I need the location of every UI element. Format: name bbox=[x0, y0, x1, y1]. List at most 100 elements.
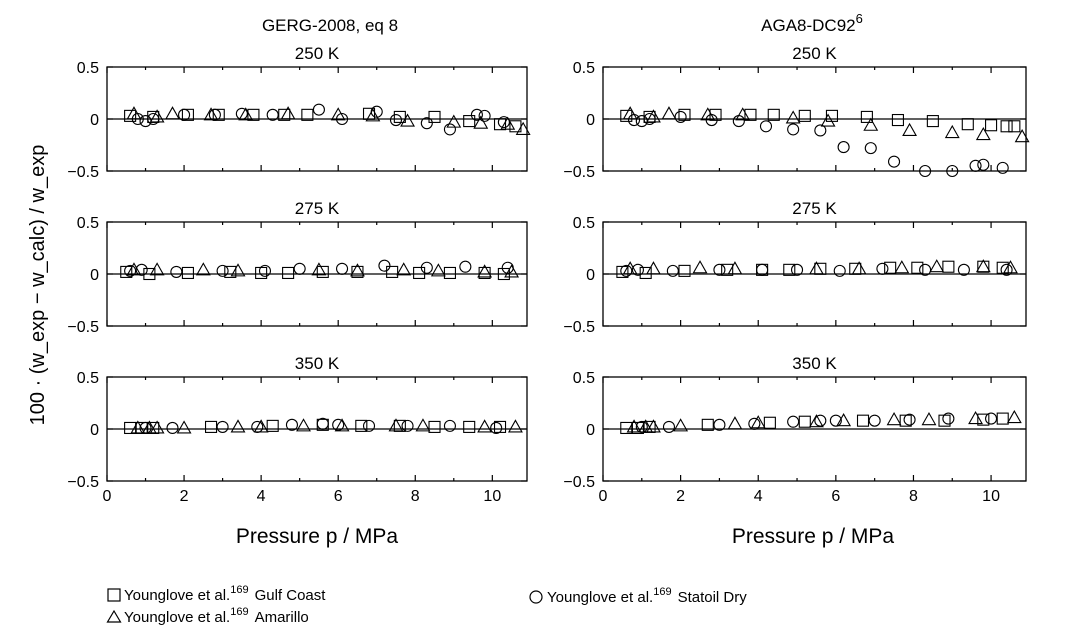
point-gulf-coast bbox=[616, 265, 629, 278]
point-statoil-dry bbox=[258, 264, 272, 277]
point-statoil-dry bbox=[985, 412, 998, 425]
point-gulf-coast bbox=[961, 118, 974, 131]
y-tick-label: 0 bbox=[586, 267, 595, 284]
x-tick-label: 8 bbox=[411, 488, 420, 505]
point-statoil-dry bbox=[335, 112, 349, 126]
point-statoil-dry bbox=[166, 421, 179, 435]
point-gulf-coast bbox=[996, 412, 1009, 425]
point-gulf-coast bbox=[181, 108, 194, 121]
point-gulf-coast bbox=[825, 109, 839, 122]
point-statoil-dry bbox=[790, 263, 804, 276]
point-gulf-coast bbox=[478, 266, 491, 280]
point-amarillo bbox=[296, 418, 311, 432]
point-gulf-coast bbox=[942, 260, 955, 273]
legend-triangle-icon bbox=[106, 609, 122, 623]
point-amarillo bbox=[646, 419, 661, 433]
panel-1: 250 K 0.5 0 −0.5 bbox=[563, 44, 1030, 181]
point-statoil-dry bbox=[876, 262, 889, 275]
point-statoil-dry bbox=[662, 420, 676, 433]
point-amarillo bbox=[311, 262, 327, 276]
y-tick-label: 0 bbox=[586, 112, 595, 129]
point-gulf-coast bbox=[497, 267, 510, 281]
x-axis-label-left: Pressure p / MPa bbox=[236, 525, 399, 548]
point-amarillo bbox=[727, 416, 743, 430]
point-statoil-dry bbox=[293, 262, 306, 275]
point-statoil-dry bbox=[490, 421, 503, 435]
legend-item-gulf-coast: Younglove et al.169 Gulf Coast bbox=[124, 584, 326, 604]
point-gulf-coast bbox=[721, 263, 734, 276]
point-gulf-coast bbox=[763, 416, 776, 429]
point-statoil-dry bbox=[362, 419, 376, 432]
point-statoil-dry bbox=[266, 108, 279, 121]
point-amarillo bbox=[622, 106, 638, 120]
point-statoil-dry bbox=[814, 414, 827, 427]
point-gulf-coast bbox=[620, 421, 633, 435]
point-amarillo bbox=[126, 262, 142, 276]
point-statoil-dry bbox=[635, 115, 648, 128]
point-statoil-dry bbox=[957, 263, 970, 276]
point-statoil-dry bbox=[139, 115, 152, 128]
point-gulf-coast bbox=[386, 265, 399, 278]
point-amarillo bbox=[350, 263, 365, 277]
point-amarillo bbox=[622, 261, 638, 275]
point-amarillo bbox=[515, 121, 531, 135]
point-statoil-dry bbox=[864, 142, 877, 155]
point-statoil-dry bbox=[946, 164, 959, 178]
panel-title: 350 K bbox=[295, 354, 340, 373]
point-amarillo bbox=[735, 107, 751, 121]
point-amarillo bbox=[176, 420, 192, 434]
x-tick-label: 10 bbox=[483, 488, 501, 505]
x-tick-label: 4 bbox=[257, 488, 266, 505]
point-statoil-dry bbox=[235, 107, 248, 120]
point-amarillo bbox=[921, 412, 937, 426]
y-tick-label: 0 bbox=[586, 422, 595, 439]
point-gulf-coast bbox=[783, 263, 796, 276]
y-tick-label: 0 bbox=[90, 112, 99, 129]
point-gulf-coast bbox=[143, 267, 156, 281]
x-tick-label: 4 bbox=[754, 488, 763, 505]
y-tick-label: 0.5 bbox=[77, 215, 99, 232]
y-tick-label: 0.5 bbox=[77, 60, 99, 77]
point-gulf-coast bbox=[355, 419, 368, 432]
point-statoil-dry bbox=[919, 263, 932, 276]
point-gulf-coast bbox=[124, 109, 137, 122]
y-tick-label: −0.5 bbox=[67, 474, 99, 491]
panel-title: 250 K bbox=[295, 44, 340, 63]
point-amarillo bbox=[334, 418, 350, 432]
y-axis-label: 100 · (w_exp − w_calc) / w_exp bbox=[27, 145, 49, 426]
point-gulf-coast bbox=[620, 109, 633, 122]
point-statoil-dry bbox=[124, 264, 137, 277]
legend-square-icon bbox=[107, 588, 121, 602]
point-gulf-coast bbox=[911, 261, 924, 274]
point-amarillo bbox=[149, 262, 165, 276]
point-statoil-dry bbox=[443, 419, 456, 432]
point-statoil-dry bbox=[814, 124, 827, 137]
x-tick-label: 0 bbox=[103, 488, 112, 505]
x-tick-label: 8 bbox=[909, 488, 918, 505]
point-gulf-coast bbox=[393, 110, 406, 123]
panel-title: 275 K bbox=[792, 199, 837, 218]
point-amarillo bbox=[700, 107, 716, 121]
point-amarillo bbox=[863, 117, 879, 131]
point-amarillo bbox=[750, 415, 766, 429]
point-statoil-dry bbox=[620, 264, 633, 277]
point-amarillo bbox=[646, 109, 661, 123]
point-amarillo bbox=[975, 126, 991, 141]
x-tick-label: 6 bbox=[831, 488, 840, 505]
panel-title: 275 K bbox=[295, 199, 340, 218]
point-amarillo bbox=[141, 420, 157, 434]
point-gulf-coast bbox=[899, 414, 912, 427]
point-gulf-coast bbox=[282, 266, 295, 280]
point-gulf-coast bbox=[224, 265, 237, 278]
point-statoil-dry bbox=[977, 158, 990, 171]
point-amarillo bbox=[330, 107, 346, 121]
panel-5: 350 K0.50−0.50 2 4 6 8 10 bbox=[563, 354, 1027, 505]
point-amarillo bbox=[808, 414, 824, 428]
point-statoil-dry bbox=[216, 420, 229, 433]
point-amarillo bbox=[238, 107, 254, 121]
panel-0: 250 K 0.5 0 −0.5 bbox=[67, 44, 531, 181]
point-amarillo bbox=[195, 262, 211, 276]
point-amarillo bbox=[477, 419, 493, 433]
point-amarillo bbox=[430, 263, 446, 277]
